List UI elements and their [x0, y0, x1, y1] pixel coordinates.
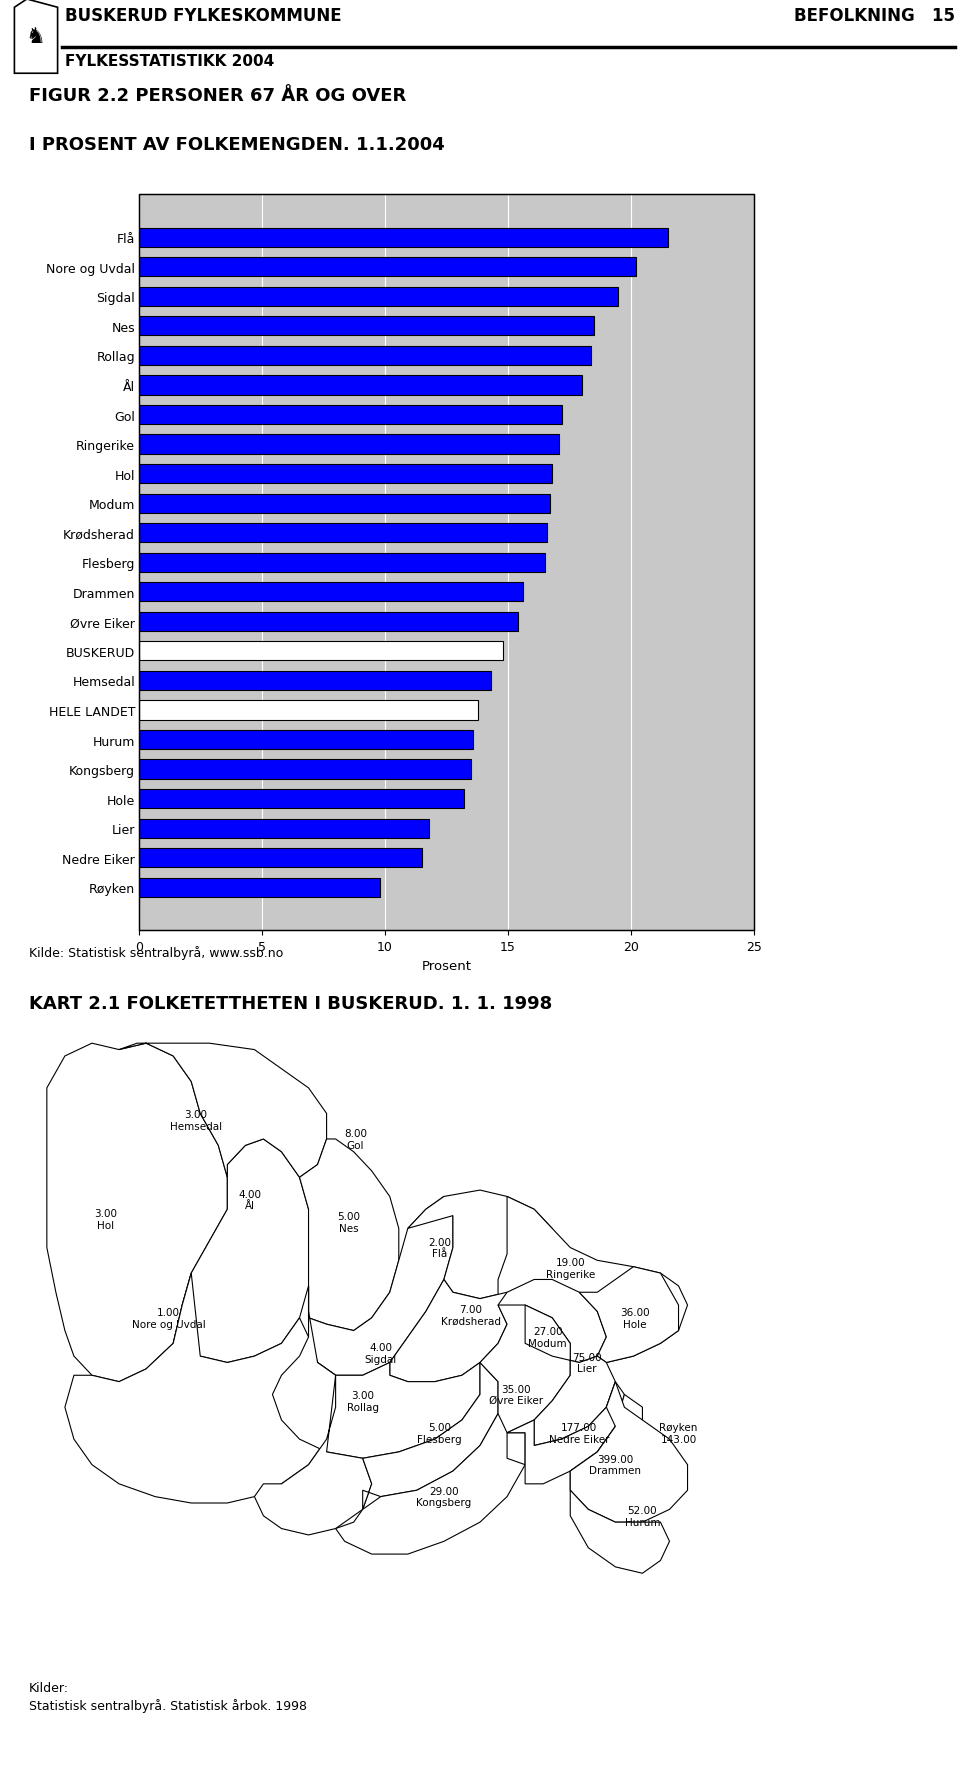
Polygon shape: [254, 1376, 372, 1535]
Polygon shape: [173, 1140, 308, 1363]
Bar: [139, 642, 503, 661]
Text: 5.00
Flesberg: 5.00 Flesberg: [417, 1422, 462, 1443]
Polygon shape: [390, 1280, 507, 1381]
Bar: [139, 849, 421, 867]
X-axis label: Prosent: Prosent: [421, 959, 471, 972]
Bar: [139, 317, 594, 337]
Text: KART 2.1 FOLKETETTHETEN I BUSKERUD. 1. 1. 1998: KART 2.1 FOLKETETTHETEN I BUSKERUD. 1. 1…: [29, 995, 552, 1012]
Bar: [139, 346, 591, 365]
Text: 399.00
Drammen: 399.00 Drammen: [589, 1454, 641, 1475]
Text: 1.00
Nore og Uvdal: 1.00 Nore og Uvdal: [132, 1307, 205, 1328]
Polygon shape: [273, 1312, 480, 1459]
Text: 4.00
Ål: 4.00 Ål: [238, 1190, 261, 1211]
Bar: [139, 789, 464, 808]
Bar: [139, 878, 380, 897]
Text: Røyken
143.00: Røyken 143.00: [660, 1422, 698, 1443]
Bar: [139, 406, 562, 426]
Bar: [139, 434, 560, 454]
Bar: [139, 495, 550, 514]
Polygon shape: [300, 1140, 398, 1332]
Polygon shape: [308, 1197, 453, 1376]
Bar: [139, 583, 522, 603]
Text: 7.00
Krødsherad: 7.00 Krødsherad: [441, 1305, 501, 1326]
Text: 52.00
Hurum: 52.00 Hurum: [625, 1505, 660, 1527]
Polygon shape: [119, 1044, 326, 1177]
Bar: [139, 730, 473, 750]
Bar: [139, 229, 667, 248]
Bar: [139, 761, 471, 780]
Text: 3.00
Hol: 3.00 Hol: [94, 1209, 117, 1230]
Text: 19.00
Ringerike: 19.00 Ringerike: [545, 1257, 595, 1278]
Bar: [139, 287, 618, 307]
Polygon shape: [498, 1280, 607, 1363]
Bar: [139, 700, 478, 720]
Polygon shape: [47, 1044, 228, 1381]
Text: 36.00
Hole: 36.00 Hole: [620, 1307, 650, 1328]
Text: 177.00
Nedre Eiker: 177.00 Nedre Eiker: [549, 1422, 610, 1443]
Text: FYLKESSTATISTIKK 2004: FYLKESSTATISTIKK 2004: [65, 53, 275, 69]
Bar: [139, 523, 547, 543]
Text: BUSKERUD FYLKESKOMMUNE: BUSKERUD FYLKESKOMMUNE: [65, 7, 342, 25]
Text: Kilde: Statistisk sentralbyrå, www.ssb.no: Kilde: Statistisk sentralbyrå, www.ssb.n…: [29, 945, 283, 959]
Polygon shape: [65, 1273, 336, 1504]
Polygon shape: [498, 1197, 687, 1363]
Text: BEFOLKNING   15: BEFOLKNING 15: [794, 7, 955, 25]
Bar: [139, 259, 636, 277]
Text: 5.00
Nes: 5.00 Nes: [338, 1211, 361, 1232]
Bar: [139, 465, 552, 484]
Text: 29.00
Kongsberg: 29.00 Kongsberg: [417, 1486, 471, 1507]
Polygon shape: [507, 1381, 624, 1484]
Polygon shape: [579, 1268, 679, 1363]
Polygon shape: [570, 1381, 687, 1523]
Text: I PROSENT AV FOLKEMENGDEN. 1.1.2004: I PROSENT AV FOLKEMENGDEN. 1.1.2004: [29, 137, 444, 154]
Text: 3.00
Hemsedal: 3.00 Hemsedal: [170, 1110, 222, 1131]
Bar: [139, 672, 491, 691]
Text: 4.00
Sigdal: 4.00 Sigdal: [365, 1342, 396, 1363]
Text: 35.00
Øvre Eiker: 35.00 Øvre Eiker: [489, 1385, 543, 1406]
Text: 27.00
Modum: 27.00 Modum: [528, 1326, 567, 1347]
Polygon shape: [570, 1491, 669, 1573]
Text: Kilder:
Statistisk sentralbyrå. Statistisk årbok. 1998: Kilder: Statistisk sentralbyrå. Statisti…: [29, 1681, 307, 1713]
Polygon shape: [525, 1305, 615, 1445]
Polygon shape: [336, 1413, 525, 1555]
Text: ♞: ♞: [26, 27, 45, 48]
Bar: [139, 612, 517, 631]
Bar: [139, 553, 544, 573]
Text: 2.00
Flå: 2.00 Flå: [428, 1238, 451, 1259]
Polygon shape: [480, 1305, 570, 1464]
Polygon shape: [363, 1363, 498, 1509]
Bar: [139, 819, 429, 839]
Bar: [139, 376, 582, 395]
Text: FIGUR 2.2 PERSONER 67 ÅR OG OVER: FIGUR 2.2 PERSONER 67 ÅR OG OVER: [29, 87, 406, 105]
Polygon shape: [570, 1395, 642, 1491]
Text: 8.00
Gol: 8.00 Gol: [344, 1129, 367, 1151]
Text: 75.00
Lier: 75.00 Lier: [571, 1353, 601, 1374]
Text: 3.00
Rollag: 3.00 Rollag: [347, 1390, 378, 1411]
Polygon shape: [408, 1190, 552, 1300]
